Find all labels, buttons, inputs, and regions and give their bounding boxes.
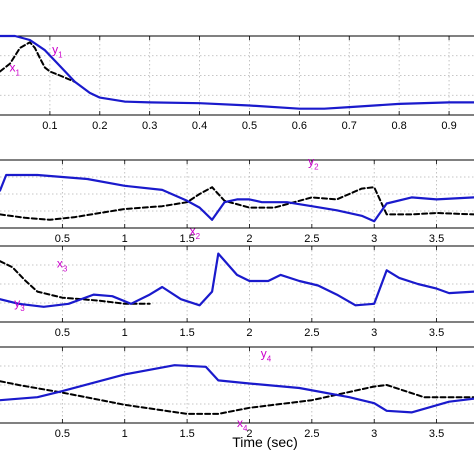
series-label-x3: x3 <box>57 256 68 273</box>
x-tick-label: 3 <box>371 233 377 245</box>
x-tick-label: 3 <box>371 428 377 440</box>
x-tick-label: 0.5 <box>55 233 70 245</box>
x-tick-label: 0.5 <box>55 428 70 440</box>
x-tick-label: 1 <box>122 233 128 245</box>
series-x1-line <box>0 41 76 83</box>
series-y2-line <box>0 173 474 223</box>
x-tick-label: 0.5 <box>55 327 70 339</box>
x-tick-label: 0.3 <box>142 120 157 132</box>
series-label-y4: y4 <box>261 347 272 364</box>
x-axis-label: Time (sec) <box>232 434 298 450</box>
panel-2: 0.5 1 1.5 2 2.5 3 3.5 y2 x2 <box>0 154 474 245</box>
x-tick-label: 2 <box>246 327 252 339</box>
x-tick-label: 0.8 <box>392 120 407 132</box>
series-label-x2: x2 <box>190 224 201 241</box>
series-y3-line <box>0 252 474 308</box>
series-label-x1: x1 <box>9 61 20 78</box>
series-x3-line <box>0 260 151 305</box>
x-tick-label: 0.5 <box>242 120 257 132</box>
x-tick-label: 0.9 <box>441 120 456 132</box>
x-tick-label: 2 <box>246 233 252 245</box>
series-label-x4: x4 <box>237 416 248 433</box>
x-tick-label: 0.4 <box>192 120 207 132</box>
series-label-y2: y2 <box>308 154 319 171</box>
series-y1-line <box>0 34 474 110</box>
x-tick-label: 3.5 <box>429 327 444 339</box>
x-tick-label: 2.5 <box>304 428 319 440</box>
panel-4: 0.5 1 1.5 2 2.5 3 3.5 y4 x4 <box>0 346 474 440</box>
series-x4-line <box>0 380 474 415</box>
x-tick-label: 1.5 <box>179 327 194 339</box>
x-tick-label: 3.5 <box>429 428 444 440</box>
series-label-y3: y3 <box>14 296 25 313</box>
x-tick-label: 2.5 <box>304 233 319 245</box>
x-tick-label: 0.2 <box>92 120 107 132</box>
x-tick-label: 1.5 <box>179 233 194 245</box>
series-label-y1: y1 <box>52 42 63 59</box>
x-tick-label: 2.5 <box>304 327 319 339</box>
series-y4-line <box>0 364 474 414</box>
x-tick-label: 1 <box>122 327 128 339</box>
panel-3: 0.5 1 1.5 2 2.5 3 3.5 x3 y3 <box>0 245 474 339</box>
x-tick-label: 3.5 <box>429 233 444 245</box>
series-x2-line <box>0 186 474 221</box>
x-tick-label: 3 <box>371 327 377 339</box>
x-tick-label: 2 <box>246 428 252 440</box>
x-tick-label: 1.5 <box>179 428 194 440</box>
x-tick-label: 0.1 <box>42 120 57 132</box>
x-tick-label: 0.6 <box>292 120 307 132</box>
x-tick-label: 0.7 <box>342 120 357 132</box>
x-tick-label: 1 <box>122 428 128 440</box>
panel-1: 0.1 0.2 0.3 0.4 0.5 0.6 0.7 0.8 0.9 y1 x1 <box>0 34 474 132</box>
